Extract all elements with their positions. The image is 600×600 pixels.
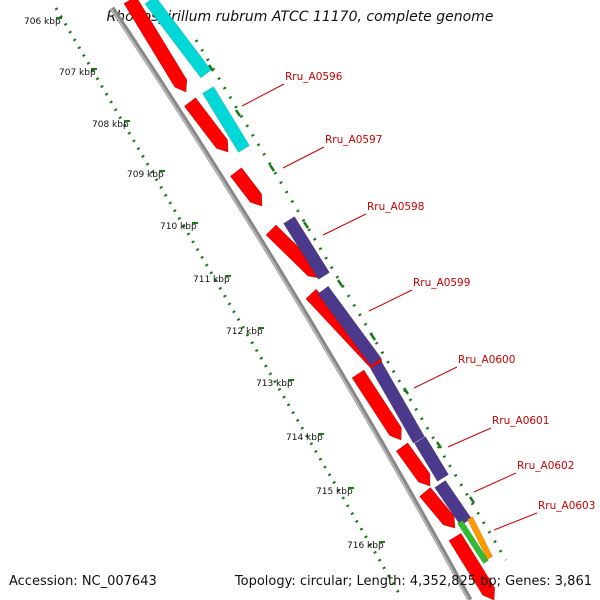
gene-block-orange — [467, 516, 493, 560]
kbp-label: 716 kbp — [347, 541, 384, 551]
kbp-label: 707 kbp — [59, 68, 96, 78]
gene-labels: Rru_A0596 Rru_A0597 Rru_A0598 Rru_A0599 Rru_… — [241, 71, 595, 531]
gene-label: Rru_A0599 — [413, 277, 470, 289]
gene-arrow-red — [184, 97, 229, 153]
gene-label: Rru_A0602 — [517, 460, 574, 472]
kbp-ruler: 706 kbp 707 kbp 708 kbp 709 kbp 710 kbp 711 k… — [24, 7, 402, 596]
gene-features — [123, 0, 495, 600]
backbone-highlight — [109, 7, 470, 600]
gene-label: Rru_A0600 — [458, 354, 515, 366]
label-leader-line — [282, 146, 325, 169]
gene-block-cyan — [144, 0, 212, 79]
outer-tick — [302, 221, 310, 229]
gene-label: Rru_A0598 — [367, 201, 424, 213]
label-leader-line — [493, 512, 538, 531]
label-leader-line — [447, 427, 492, 448]
backbone-track — [109, 6, 473, 600]
gene-block-purple — [283, 216, 330, 280]
kbp-label: 715 kbp — [316, 487, 353, 497]
gene-block-purple — [317, 285, 382, 367]
outer-tick — [468, 496, 476, 504]
gene-label: Rru_A0596 — [285, 71, 343, 83]
gene-label: Rru_A0603 — [538, 500, 595, 512]
outer-tick — [336, 279, 344, 287]
outer-tick — [207, 64, 215, 72]
gene-arrow-red — [396, 442, 431, 487]
gene-block-green — [457, 520, 489, 564]
gene-arrow-red — [448, 533, 495, 600]
label-leader-line — [473, 472, 517, 493]
accession-text: Accession: NC_007643 — [9, 574, 157, 589]
gene-label: Rru_A0601 — [492, 415, 549, 427]
kbp-label: 710 kbp — [160, 222, 197, 232]
kbp-label: 713 kbp — [256, 379, 293, 389]
gene-arrow-red — [230, 167, 263, 207]
outer-tick — [369, 333, 377, 341]
kbp-label: 708 kbp — [92, 120, 129, 130]
kbp-label: 709 kbp — [127, 170, 164, 180]
kbp-label: 714 kbp — [286, 433, 323, 443]
label-leader-line — [413, 366, 458, 389]
label-leader-line — [322, 213, 367, 236]
genome-summary: Topology: circular; Length: 4,352,825 bp… — [234, 574, 592, 589]
outer-tick-dots — [194, 39, 508, 561]
outer-tick — [402, 387, 410, 395]
outer-tick-track — [194, 39, 508, 561]
kbp-label: 706 kbp — [24, 17, 61, 27]
label-leader-line — [241, 83, 285, 107]
outer-tick — [268, 164, 276, 172]
outer-tick — [234, 109, 242, 117]
gene-block-purple — [414, 436, 449, 482]
outer-tick — [435, 441, 443, 449]
label-leader-line — [368, 289, 413, 312]
ruler-dots — [54, 7, 402, 596]
gene-arrow-red — [351, 369, 402, 441]
map-title: Rhodospirillum rubrum ATCC 11170, comple… — [106, 9, 494, 25]
gene-block-purple — [370, 361, 425, 444]
gene-label: Rru_A0597 — [325, 134, 382, 146]
backbone-line — [109, 6, 473, 600]
gene-arrow-red — [419, 487, 456, 529]
gene-block-cyan — [202, 86, 250, 153]
kbp-label: 711 kbp — [193, 275, 230, 285]
gene-arrow-red — [123, 0, 187, 93]
kbp-label: 712 kbp — [226, 327, 263, 337]
